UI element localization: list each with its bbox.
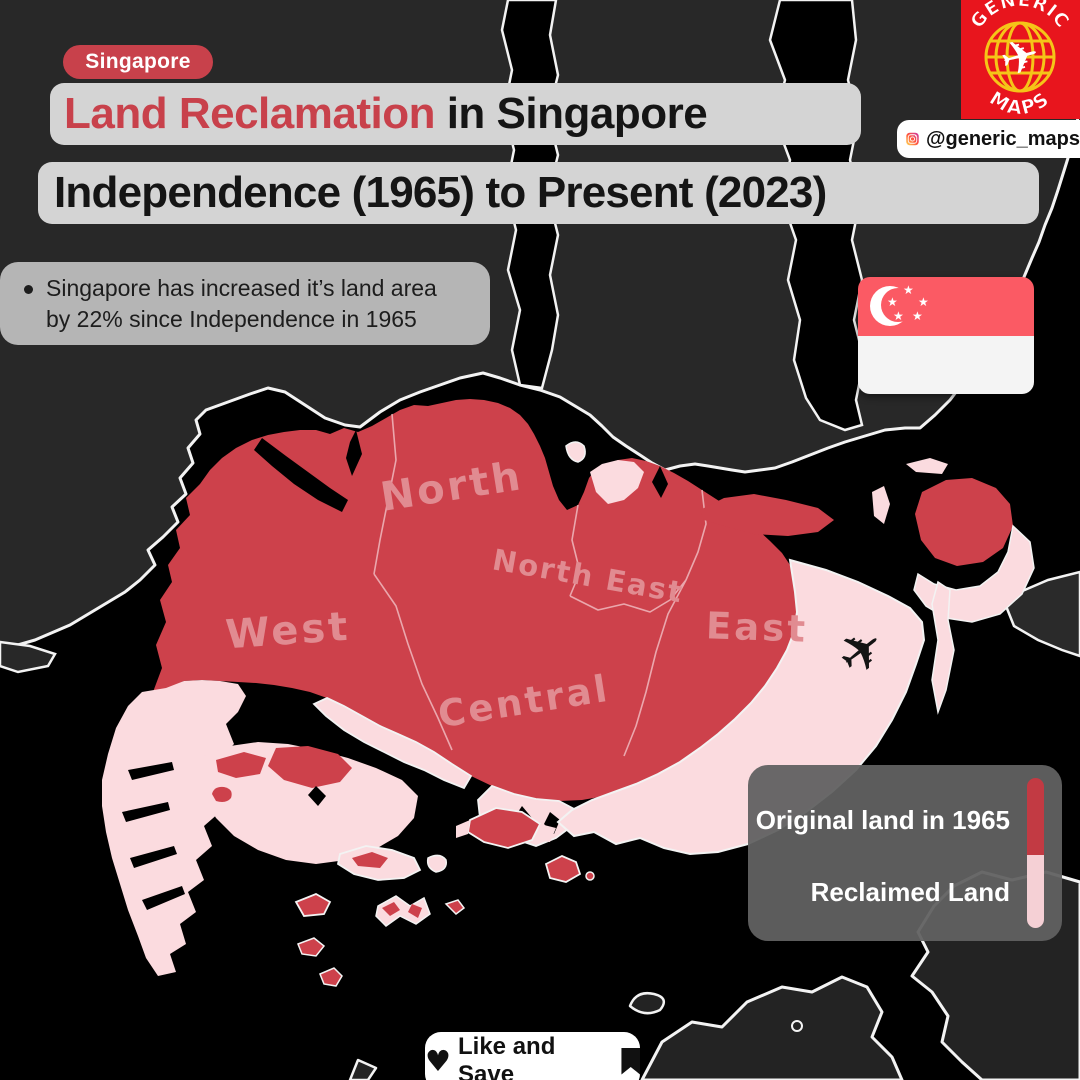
flag-red-band: ★ ★ ★ ★ ★ [858, 277, 1034, 336]
flag-star-icon: ★ [903, 283, 914, 297]
title-highlight: Land Reclamation [64, 89, 435, 138]
islet [791, 1020, 803, 1032]
logo-arc-top: GENERIC [967, 0, 1073, 33]
subtitle-bar: Independence (1965) to Present (2023) [38, 162, 1039, 224]
islet [348, 1058, 378, 1080]
singapore-flag: ★ ★ ★ ★ ★ [858, 277, 1034, 394]
instagram-bar: @generic_maps [897, 120, 1080, 158]
country-badge: Singapore [63, 45, 213, 79]
legend-color-reclaimed [1027, 855, 1044, 928]
reclaimed-southwest-strip [312, 697, 473, 790]
fact-line-1: Singapore has increased it’s land area [46, 275, 437, 301]
like-and-save-pill: ♥ Like and Save [425, 1032, 640, 1080]
legend-color-original [1027, 778, 1044, 855]
title-rest: in Singapore [434, 89, 708, 138]
southern-island [319, 967, 343, 987]
legend-color-bar [1027, 778, 1044, 928]
legend-label-reclaimed: Reclaimed Land [810, 877, 1010, 907]
heart-icon: ♥ [425, 1043, 451, 1078]
globe-icon [984, 21, 1056, 93]
reclaimed-sembawang-islet [565, 441, 586, 463]
flag-star-icon: ★ [918, 295, 929, 309]
crescent-cut [881, 288, 915, 322]
subtitle-text: Independence (1965) to Present (2023) [54, 168, 827, 217]
jurong-original-islets [212, 746, 352, 802]
batam-island [640, 975, 904, 1080]
southern-island [294, 893, 332, 917]
tekong-original [915, 478, 1013, 566]
region-label-east: East [705, 604, 808, 651]
malaysia-spit [0, 640, 57, 674]
flag-star-icon: ★ [912, 309, 923, 323]
islet [628, 992, 666, 1015]
svg-text:GENERIC: GENERIC [967, 0, 1073, 32]
southern-island [297, 937, 326, 957]
generic-maps-logo: ✈ GENERIC MAPS [961, 0, 1080, 120]
map-legend: Original land in 1965 Reclaimed Land [748, 765, 1062, 941]
fact-box: Singapore has increased it’s land area b… [0, 262, 490, 345]
southern-island [544, 855, 582, 883]
reclaimed-punggol [590, 460, 644, 504]
sentosa-original [467, 807, 542, 849]
pengerang-coast [1004, 570, 1080, 658]
footer-label: Like and Save [458, 1033, 556, 1080]
flag-white-band [858, 336, 1034, 394]
instagram-icon [906, 132, 919, 146]
bullet-dot [24, 285, 33, 294]
region-borders [373, 413, 707, 757]
ubin-original [700, 494, 834, 536]
title-bar: Land Reclamation in Singapore [50, 83, 861, 145]
flag-star-icon: ★ [887, 295, 898, 309]
region-label-west: West [224, 604, 352, 659]
reclaimed-tekong-tail [931, 580, 955, 715]
bookmark-icon [621, 1047, 640, 1075]
flag-star-icon: ★ [893, 309, 904, 323]
logo-graphic: ✈ GENERIC MAPS [967, 0, 1073, 120]
singapore-mainland-original [150, 399, 803, 801]
instagram-handle: @generic_maps [925, 127, 1080, 150]
coastal-inlets [254, 430, 668, 512]
tuas-inlets [122, 762, 185, 910]
fact-line-2: by 22% since Independence in 1965 [46, 306, 417, 332]
legend-label-original: Original land in 1965 [755, 805, 1010, 835]
